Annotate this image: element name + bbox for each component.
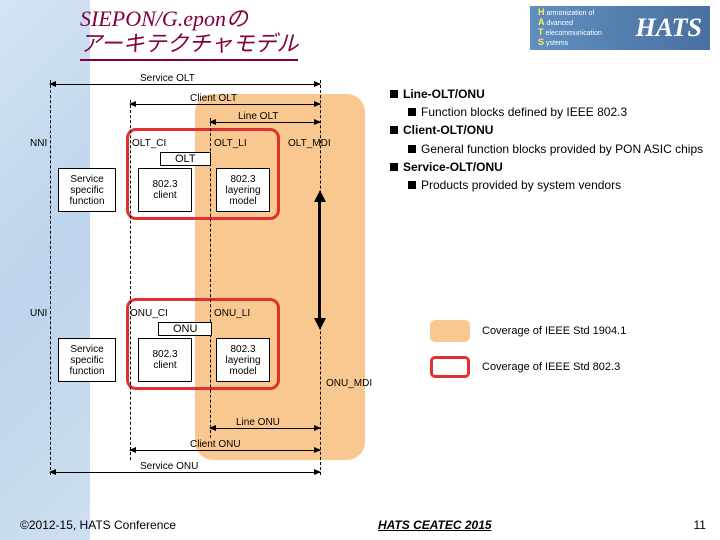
header: SIEPON/G.eponの アーキテクチャモデル Harmonization … bbox=[80, 6, 710, 61]
label-onu-ci: ONU_CI bbox=[130, 308, 168, 319]
bullet-item: Line-OLT/ONU bbox=[390, 86, 710, 102]
label-uni: UNI bbox=[30, 308, 47, 319]
legend-label: Coverage of IEEE Std 802.3 bbox=[482, 361, 620, 373]
hats-logo: Harmonization of Advanced Telecommunicat… bbox=[530, 6, 710, 50]
bullet-item: Function blocks defined by IEEE 802.3 bbox=[408, 104, 710, 120]
span-line-onu bbox=[210, 428, 320, 429]
box-ssf-onu: Service specific function bbox=[58, 338, 116, 382]
box-ssf-olt: Service specific function bbox=[58, 168, 116, 212]
span-line-olt bbox=[210, 122, 320, 123]
arrow-down-icon bbox=[314, 318, 326, 330]
box-layering-olt: 802.3 layering model bbox=[216, 168, 270, 212]
box-client-olt: 802.3 client bbox=[138, 168, 192, 212]
legend: Coverage of IEEE Std 1904.1 Coverage of … bbox=[430, 320, 626, 392]
onu-box-label: ONU bbox=[158, 322, 212, 336]
footer-copyright: ©2012-15, HATS Conference bbox=[20, 518, 176, 532]
label-service-onu: Service ONU bbox=[140, 461, 198, 472]
footer: ©2012-15, HATS Conference HATS CEATEC 20… bbox=[20, 518, 706, 532]
span-service-onu bbox=[50, 472, 320, 473]
bullet-item: Service-OLT/ONU bbox=[390, 159, 710, 175]
label-olt-mdi: OLT_MDI bbox=[288, 138, 331, 149]
label-olt-ci: OLT_CI bbox=[132, 138, 166, 149]
box-layering-onu: 802.3 layering model bbox=[216, 338, 270, 382]
legend-row: Coverage of IEEE Std 802.3 bbox=[430, 356, 626, 378]
arrow-up-icon bbox=[314, 190, 326, 202]
architecture-diagram: Service OLT Client OLT Line OLT NNI OLT_… bbox=[30, 80, 370, 480]
bullet-item: Products provided by system vendors bbox=[408, 177, 710, 193]
label-service-olt: Service OLT bbox=[140, 73, 195, 84]
mdi-connector bbox=[318, 200, 321, 320]
legend-swatch-8023 bbox=[430, 356, 470, 378]
label-olt-li: OLT_LI bbox=[214, 138, 247, 149]
bullet-item: General function blocks provided by PON … bbox=[408, 141, 710, 157]
tick bbox=[50, 80, 51, 475]
bullet-list: Line-OLT/ONU Function blocks defined by … bbox=[390, 86, 710, 195]
label-onu-mdi: ONU_MDI bbox=[326, 378, 372, 389]
label-line-olt: Line OLT bbox=[238, 111, 278, 122]
legend-swatch-1904 bbox=[430, 320, 470, 342]
box-client-onu: 802.3 client bbox=[138, 338, 192, 382]
page-number: 11 bbox=[694, 518, 706, 532]
span-client-onu bbox=[130, 450, 320, 451]
footer-event: HATS CEATEC 2015 bbox=[378, 518, 492, 532]
label-client-olt: Client OLT bbox=[190, 93, 237, 104]
logo-brand: HATS bbox=[636, 13, 702, 43]
legend-label: Coverage of IEEE Std 1904.1 bbox=[482, 325, 626, 337]
title-line-2: アーキテクチャモデル bbox=[80, 31, 298, 56]
label-client-onu: Client ONU bbox=[190, 439, 241, 450]
tick bbox=[210, 118, 211, 438]
span-client-olt bbox=[130, 104, 320, 105]
label-line-onu: Line ONU bbox=[236, 417, 280, 428]
olt-box-label: OLT bbox=[160, 152, 211, 166]
label-nni: NNI bbox=[30, 138, 47, 149]
title-line-1: SIEPON/G.eponの bbox=[80, 6, 248, 31]
tick bbox=[130, 100, 131, 460]
legend-row: Coverage of IEEE Std 1904.1 bbox=[430, 320, 626, 342]
page-title: SIEPON/G.eponの アーキテクチャモデル bbox=[80, 6, 298, 61]
label-onu-li: ONU_LI bbox=[214, 308, 250, 319]
logo-acronym: Harmonization of Advanced Telecommunicat… bbox=[538, 8, 636, 48]
span-service-olt bbox=[50, 84, 320, 85]
bullet-item: Client-OLT/ONU bbox=[390, 122, 710, 138]
